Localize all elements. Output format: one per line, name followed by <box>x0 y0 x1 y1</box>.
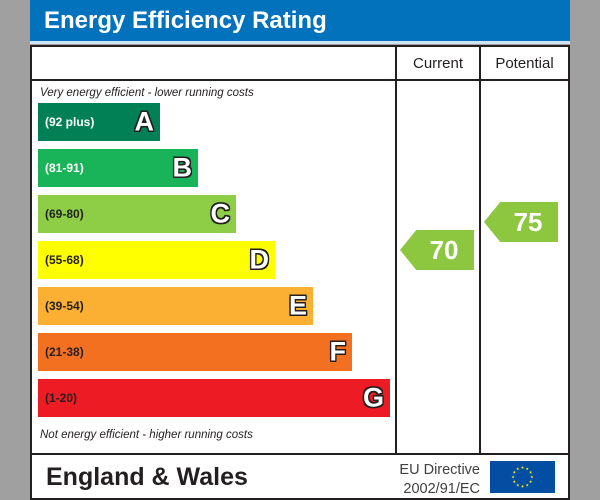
eu-star <box>516 467 520 471</box>
note-not-efficient: Not energy efficient - higher running co… <box>40 429 253 441</box>
column-header-potential: Potential <box>495 55 554 72</box>
band-g: (1-20) G <box>38 379 390 417</box>
band-letter-f: F <box>329 336 347 367</box>
band-letter-b: B <box>172 152 193 183</box>
band-f: (21-38) F <box>38 333 352 371</box>
band-range-e: (39-54) <box>45 299 84 313</box>
band-letter-c: C <box>210 198 231 229</box>
band-letter-e: E <box>288 290 307 321</box>
band-e: (39-54) E <box>38 287 313 325</box>
bands-area: Very energy efficient - lower running co… <box>32 81 395 455</box>
footer-region-label: England & Wales <box>46 463 248 491</box>
column-header-current: Current <box>412 55 464 72</box>
eu-star <box>511 475 515 479</box>
band-range-d: (55-68) <box>45 253 84 267</box>
energy-efficiency-certificate: Energy Efficiency Rating Current Potenti… <box>30 0 570 500</box>
potential-rating-arrow: 75 <box>484 202 558 242</box>
eu-star <box>512 470 516 474</box>
column-divider-2 <box>479 47 481 453</box>
band-range-c: (69-80) <box>45 207 84 221</box>
title-bar: Energy Efficiency Rating <box>30 0 570 41</box>
band-range-g: (1-20) <box>45 391 78 405</box>
band-range-f: (21-38) <box>45 345 84 359</box>
page-title: Energy Efficiency Rating <box>44 7 327 34</box>
eu-star <box>525 467 529 471</box>
band-letter-a: A <box>134 106 155 137</box>
footer-directive-line2: 2002/91/EC <box>403 481 480 498</box>
potential-rating-value: 75 <box>513 207 543 237</box>
title-bar-underline <box>30 41 570 44</box>
band-a: (92 plus) A <box>38 103 160 141</box>
footer-directive: EU Directive 2002/91/EC <box>362 461 480 499</box>
eu-star <box>512 480 516 483</box>
chart-frame: Current Potential Very energy efficient … <box>30 45 570 455</box>
footer-directive-line1: EU Directive <box>399 462 480 478</box>
note-very-efficient: Very energy efficient - lower running co… <box>40 87 254 99</box>
band-letter-d: D <box>249 244 270 275</box>
column-header-row: Current Potential <box>32 47 568 81</box>
footer: England & Wales EU Directive 2002/91/EC <box>30 455 570 500</box>
eu-star <box>529 480 533 483</box>
band-range-a: (92 plus) <box>45 115 95 129</box>
eu-star <box>516 483 520 487</box>
band-c: (69-80) C <box>38 195 236 233</box>
eu-star <box>529 470 533 474</box>
eu-star <box>530 475 534 479</box>
column-divider-1 <box>395 47 397 453</box>
eu-flag-stars <box>511 466 534 488</box>
eu-star <box>525 483 529 487</box>
band-d: (55-68) D <box>38 241 275 279</box>
eu-flag-icon <box>490 461 555 493</box>
eu-star <box>520 484 525 488</box>
current-rating-arrow: 70 <box>400 230 474 270</box>
band-range-b: (81-91) <box>45 161 84 175</box>
eu-star <box>520 466 525 469</box>
current-rating-value: 70 <box>429 235 459 265</box>
band-b: (81-91) B <box>38 149 198 187</box>
band-letter-g: G <box>362 382 384 413</box>
